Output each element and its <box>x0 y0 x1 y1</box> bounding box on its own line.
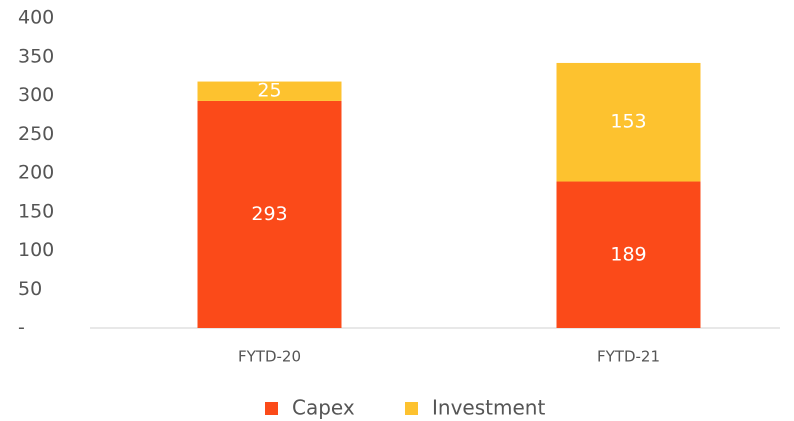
y-tick-label: 400 <box>18 7 54 29</box>
x-tick-label: FYTD-21 <box>597 348 660 366</box>
x-tick-label: FYTD-20 <box>238 348 301 366</box>
y-tick-label: 50 <box>18 278 42 300</box>
value-label: 293 <box>251 203 287 225</box>
y-tick-label: 350 <box>18 45 54 67</box>
value-label: 153 <box>610 111 646 133</box>
bar-segment <box>556 62 701 182</box>
legend-swatch <box>265 402 278 415</box>
y-tick-label: 300 <box>18 84 54 106</box>
bar-segment <box>556 181 701 328</box>
legend-swatch <box>405 402 418 415</box>
bar-segment <box>197 81 342 101</box>
y-tick-label: 250 <box>18 123 54 145</box>
bar-segment <box>197 100 342 328</box>
value-label: 189 <box>610 243 646 265</box>
y-tick-label: - <box>18 317 25 339</box>
y-tick-label: 200 <box>18 162 54 184</box>
y-tick-label: 100 <box>18 239 54 261</box>
value-label: 25 <box>257 80 281 102</box>
legend-label: Investment <box>432 396 545 420</box>
y-tick-label: 150 <box>18 200 54 222</box>
legend-label: Capex <box>292 396 355 420</box>
